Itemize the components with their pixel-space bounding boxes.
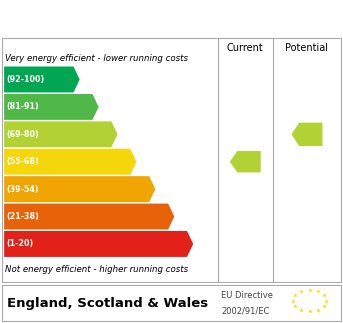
Text: 69: 69: [238, 155, 256, 168]
Text: Not energy efficient - higher running costs: Not energy efficient - higher running co…: [5, 265, 188, 274]
Polygon shape: [292, 123, 322, 146]
Text: A: A: [81, 72, 93, 87]
Polygon shape: [4, 176, 155, 202]
Polygon shape: [4, 203, 174, 230]
Text: E: E: [157, 182, 167, 197]
Text: Very energy efficient - lower running costs: Very energy efficient - lower running co…: [5, 54, 188, 63]
Text: G: G: [195, 236, 208, 252]
Text: F: F: [176, 209, 186, 224]
Text: (55-68): (55-68): [7, 157, 39, 166]
Text: (21-38): (21-38): [7, 212, 40, 221]
Text: (81-91): (81-91): [7, 102, 39, 111]
Text: Energy Efficiency Rating: Energy Efficiency Rating: [9, 9, 249, 27]
Text: B: B: [100, 99, 112, 114]
Polygon shape: [4, 67, 80, 92]
Polygon shape: [4, 94, 98, 120]
Text: D: D: [138, 154, 151, 169]
Text: (39-54): (39-54): [7, 185, 39, 193]
Polygon shape: [4, 149, 137, 175]
Text: (1-20): (1-20): [7, 239, 34, 248]
Text: Current: Current: [227, 43, 264, 53]
Text: (69-80): (69-80): [7, 130, 39, 139]
Text: EU Directive: EU Directive: [221, 291, 273, 300]
Text: C: C: [119, 127, 130, 142]
Polygon shape: [230, 151, 261, 172]
Text: England, Scotland & Wales: England, Scotland & Wales: [7, 297, 208, 309]
Polygon shape: [4, 231, 193, 257]
Text: Potential: Potential: [285, 43, 329, 53]
Polygon shape: [4, 121, 118, 147]
Text: (92-100): (92-100): [7, 75, 45, 84]
Text: 2002/91/EC: 2002/91/EC: [221, 307, 270, 316]
Text: 78: 78: [299, 128, 318, 141]
